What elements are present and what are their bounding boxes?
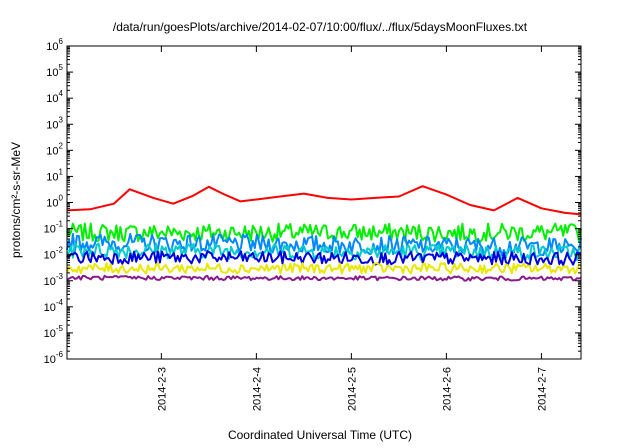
y-tick-label: 10-4: [44, 298, 64, 314]
x-tick-label: 2014-2-5: [346, 367, 358, 411]
x-tick-label: 2014-2-3: [156, 367, 168, 411]
y-tick-label: 104: [46, 89, 63, 105]
y-tick-label: 10-5: [44, 324, 64, 340]
axis-layer: 10-6 10-5 10-4 10-3 10-2 10-1 100 101 102 103 104 1…: [44, 37, 581, 411]
series-line-1: [66, 185, 582, 216]
series-layer: [66, 185, 582, 282]
x-axis-label: Coordinated Universal Time (UTC): [227, 428, 413, 442]
y-tick-label: 105: [46, 63, 63, 79]
y-tick-label: 102: [46, 141, 63, 157]
chart-title: /data/run/goesPlots/archive/2014-02-07/1…: [112, 20, 528, 34]
y-tick-label: 10-3: [44, 272, 64, 288]
y-tick-label: 100: [46, 194, 63, 210]
series-line-5: [66, 250, 582, 267]
x-tick-label: 2014-2-7: [536, 367, 548, 411]
series-line-2: [66, 222, 582, 243]
y-tick-label: 10-2: [44, 246, 64, 262]
series-line-7: [66, 274, 582, 282]
y-tick-label: 103: [46, 115, 63, 131]
y-tick-label: 10-6: [44, 350, 64, 366]
y-tick-label: 101: [46, 167, 63, 183]
plot-frame: [66, 45, 582, 360]
series-line-6: [66, 262, 582, 275]
y-tick-label: 106: [46, 37, 63, 53]
series-line-4: [66, 242, 582, 261]
x-tick-label: 2014-2-4: [251, 367, 263, 411]
y-tick-label: 10-1: [44, 220, 64, 236]
x-tick-label: 2014-2-6: [441, 367, 453, 411]
